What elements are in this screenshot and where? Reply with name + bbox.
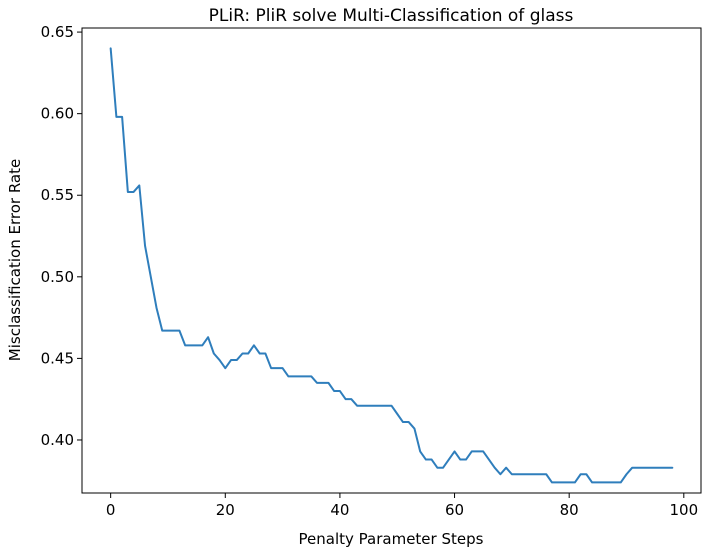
x-tick-label: 0 xyxy=(106,501,116,519)
x-tick-label: 100 xyxy=(669,501,698,519)
line-layer xyxy=(109,47,674,484)
x-axis-label: Penalty Parameter Steps xyxy=(299,530,484,548)
y-tick-label: 0.55 xyxy=(41,186,74,204)
y-tick-label: 0.50 xyxy=(41,268,74,286)
y-tick-label: 0.65 xyxy=(41,23,74,41)
x-tick-label: 20 xyxy=(216,501,235,519)
x-tick-label: 60 xyxy=(445,501,464,519)
chart-title: PLiR: PliR solve Multi-Classification of… xyxy=(209,6,574,26)
tick-layer: 0 20 40 60 80 100 0.40 0.45 0.50 0.55 0.60 0.65 xyxy=(41,23,699,519)
plot-frame xyxy=(81,27,702,494)
y-axis-label: Misclassification Error Rate xyxy=(6,159,24,361)
x-tick-label: 40 xyxy=(330,501,349,519)
y-tick-label: 0.40 xyxy=(41,431,74,449)
x-tick-label: 80 xyxy=(560,501,579,519)
y-tick-label: 0.45 xyxy=(41,349,74,367)
y-tick-label: 0.60 xyxy=(41,105,74,123)
series-line xyxy=(109,47,674,484)
